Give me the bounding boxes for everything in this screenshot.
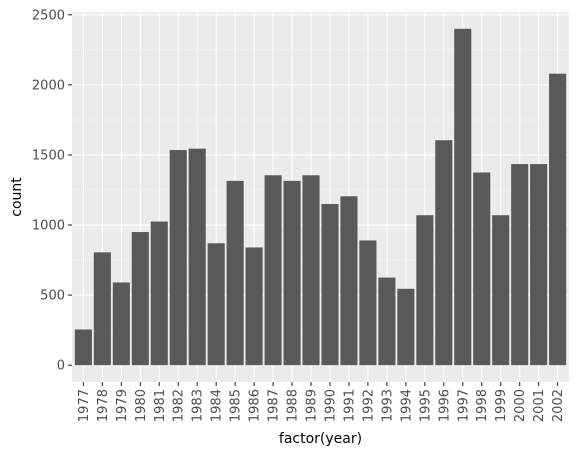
x-tick-label: 1983	[191, 389, 206, 422]
x-tick-label: 1993	[380, 389, 395, 422]
bar-1983	[188, 148, 206, 366]
x-tick-label: 1996	[437, 389, 452, 422]
bar-1984	[207, 243, 225, 366]
x-axis-title: factor(year)	[279, 431, 362, 447]
x-tick-label: 1984	[210, 389, 225, 422]
bar-2002	[549, 73, 567, 366]
x-tick-label: 2001	[532, 389, 547, 422]
bar-1993	[378, 277, 396, 366]
y-tick-label: 2000	[32, 78, 65, 93]
x-tick-label: 1990	[323, 389, 338, 422]
x-tick-label: 1989	[305, 389, 320, 422]
y-tick-label: 2500	[32, 8, 65, 23]
bar-1986	[245, 247, 263, 366]
x-tick-label: 1995	[418, 389, 433, 422]
bar-1977	[74, 329, 92, 366]
y-tick-label: 1000	[32, 219, 65, 234]
bar-1978	[93, 252, 111, 366]
x-tick-label: 1981	[153, 389, 168, 422]
bar-1998	[473, 172, 491, 366]
y-tick-label: 1500	[32, 148, 65, 163]
y-axis: 0 500 1000 1500 2000 2500	[32, 8, 72, 374]
x-axis: 1977 1978 1979 1980 1981 1982 1983 1984 1985 1986…	[77, 382, 566, 422]
bar-1995	[416, 215, 434, 366]
bar-1999	[492, 215, 510, 366]
bar-1991	[340, 196, 358, 366]
bars	[74, 28, 567, 366]
bar-2001	[530, 164, 548, 366]
y-tick-label: 500	[40, 289, 65, 304]
bar-1980	[131, 232, 149, 366]
bar-1997	[454, 28, 472, 366]
y-axis-title: count	[9, 177, 25, 217]
x-tick-label: 1986	[248, 389, 263, 422]
x-tick-label: 1982	[172, 389, 187, 422]
x-tick-label: 1977	[77, 389, 92, 422]
x-tick-label: 2000	[513, 389, 528, 422]
bar-1985	[226, 180, 244, 366]
x-tick-label: 1979	[115, 389, 130, 422]
x-tick-label: 1999	[494, 389, 509, 422]
bar-1987	[264, 175, 282, 366]
bar-1982	[169, 150, 187, 366]
bar-1989	[302, 175, 320, 366]
x-tick-label: 1985	[229, 389, 244, 422]
bar-1988	[283, 180, 301, 366]
x-tick-label: 1994	[399, 389, 414, 422]
bar-1996	[435, 140, 453, 366]
bar-1994	[397, 288, 415, 366]
x-tick-label: 1978	[96, 389, 111, 422]
bar-2000	[511, 164, 529, 366]
x-tick-label: 2002	[551, 389, 566, 422]
bar-1990	[321, 204, 339, 366]
x-tick-label: 1988	[286, 389, 301, 422]
x-tick-label: 1997	[456, 389, 471, 422]
x-tick-label: 1991	[342, 389, 357, 422]
bar-1992	[359, 240, 377, 366]
x-tick-label: 1980	[134, 389, 149, 422]
bar-1981	[150, 221, 168, 366]
x-tick-label: 1992	[361, 389, 376, 422]
y-tick-label: 0	[57, 359, 65, 374]
bar-1979	[112, 282, 130, 366]
x-tick-label: 1987	[267, 389, 282, 422]
x-tick-label: 1998	[475, 389, 490, 422]
